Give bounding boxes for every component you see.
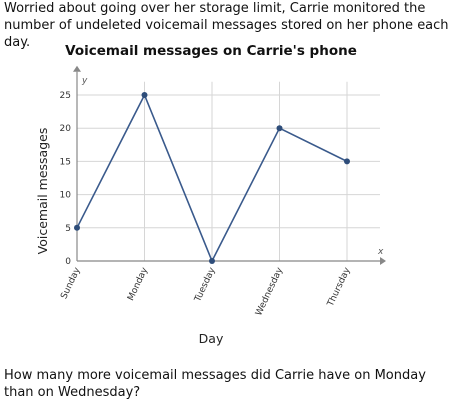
x-tick-label: Wednesday: [254, 265, 285, 317]
y-tick-label: 15: [60, 157, 71, 167]
x-tick-label: Sunday: [59, 265, 83, 300]
y-tick-label: 5: [65, 224, 71, 234]
data-point: [209, 258, 215, 264]
chart-title: Voicemail messages on Carrie's phone: [65, 43, 357, 59]
axes: [73, 65, 386, 265]
y-tick-label: 0: [65, 257, 71, 267]
intro-text: Worried about going over her storage lim…: [4, 1, 449, 50]
y-tick-label: 10: [60, 191, 72, 201]
y-tick-label: 20: [60, 124, 72, 134]
x-tick-label: Tuesday: [193, 265, 218, 304]
y-tick-label: 25: [60, 91, 71, 101]
x-axis-arrow-icon: [380, 257, 386, 265]
data-point: [276, 125, 283, 132]
grid-lines: [77, 81, 380, 261]
data-point: [74, 224, 80, 231]
x-tick-label: Thursday: [326, 265, 353, 309]
y-tick-labels: 0 5 10 15 20 25: [60, 91, 72, 267]
y-axis-label: Voicemail messages: [35, 128, 50, 255]
y-axis-letter: y: [81, 76, 88, 86]
data-point: [141, 92, 148, 98]
series-voicemail-messages: [74, 92, 350, 264]
x-axis-label: Day: [199, 331, 224, 346]
y-axis-arrow-icon: [73, 65, 81, 72]
x-tick-label: Monday: [126, 265, 150, 302]
x-axis-letter: x: [377, 247, 384, 257]
data-point: [344, 158, 350, 165]
x-tick-labels: Sunday Monday Tuesday Wednesday Thursday: [59, 265, 353, 317]
question-text: How many more voicemail messages did Car…: [4, 368, 426, 400]
